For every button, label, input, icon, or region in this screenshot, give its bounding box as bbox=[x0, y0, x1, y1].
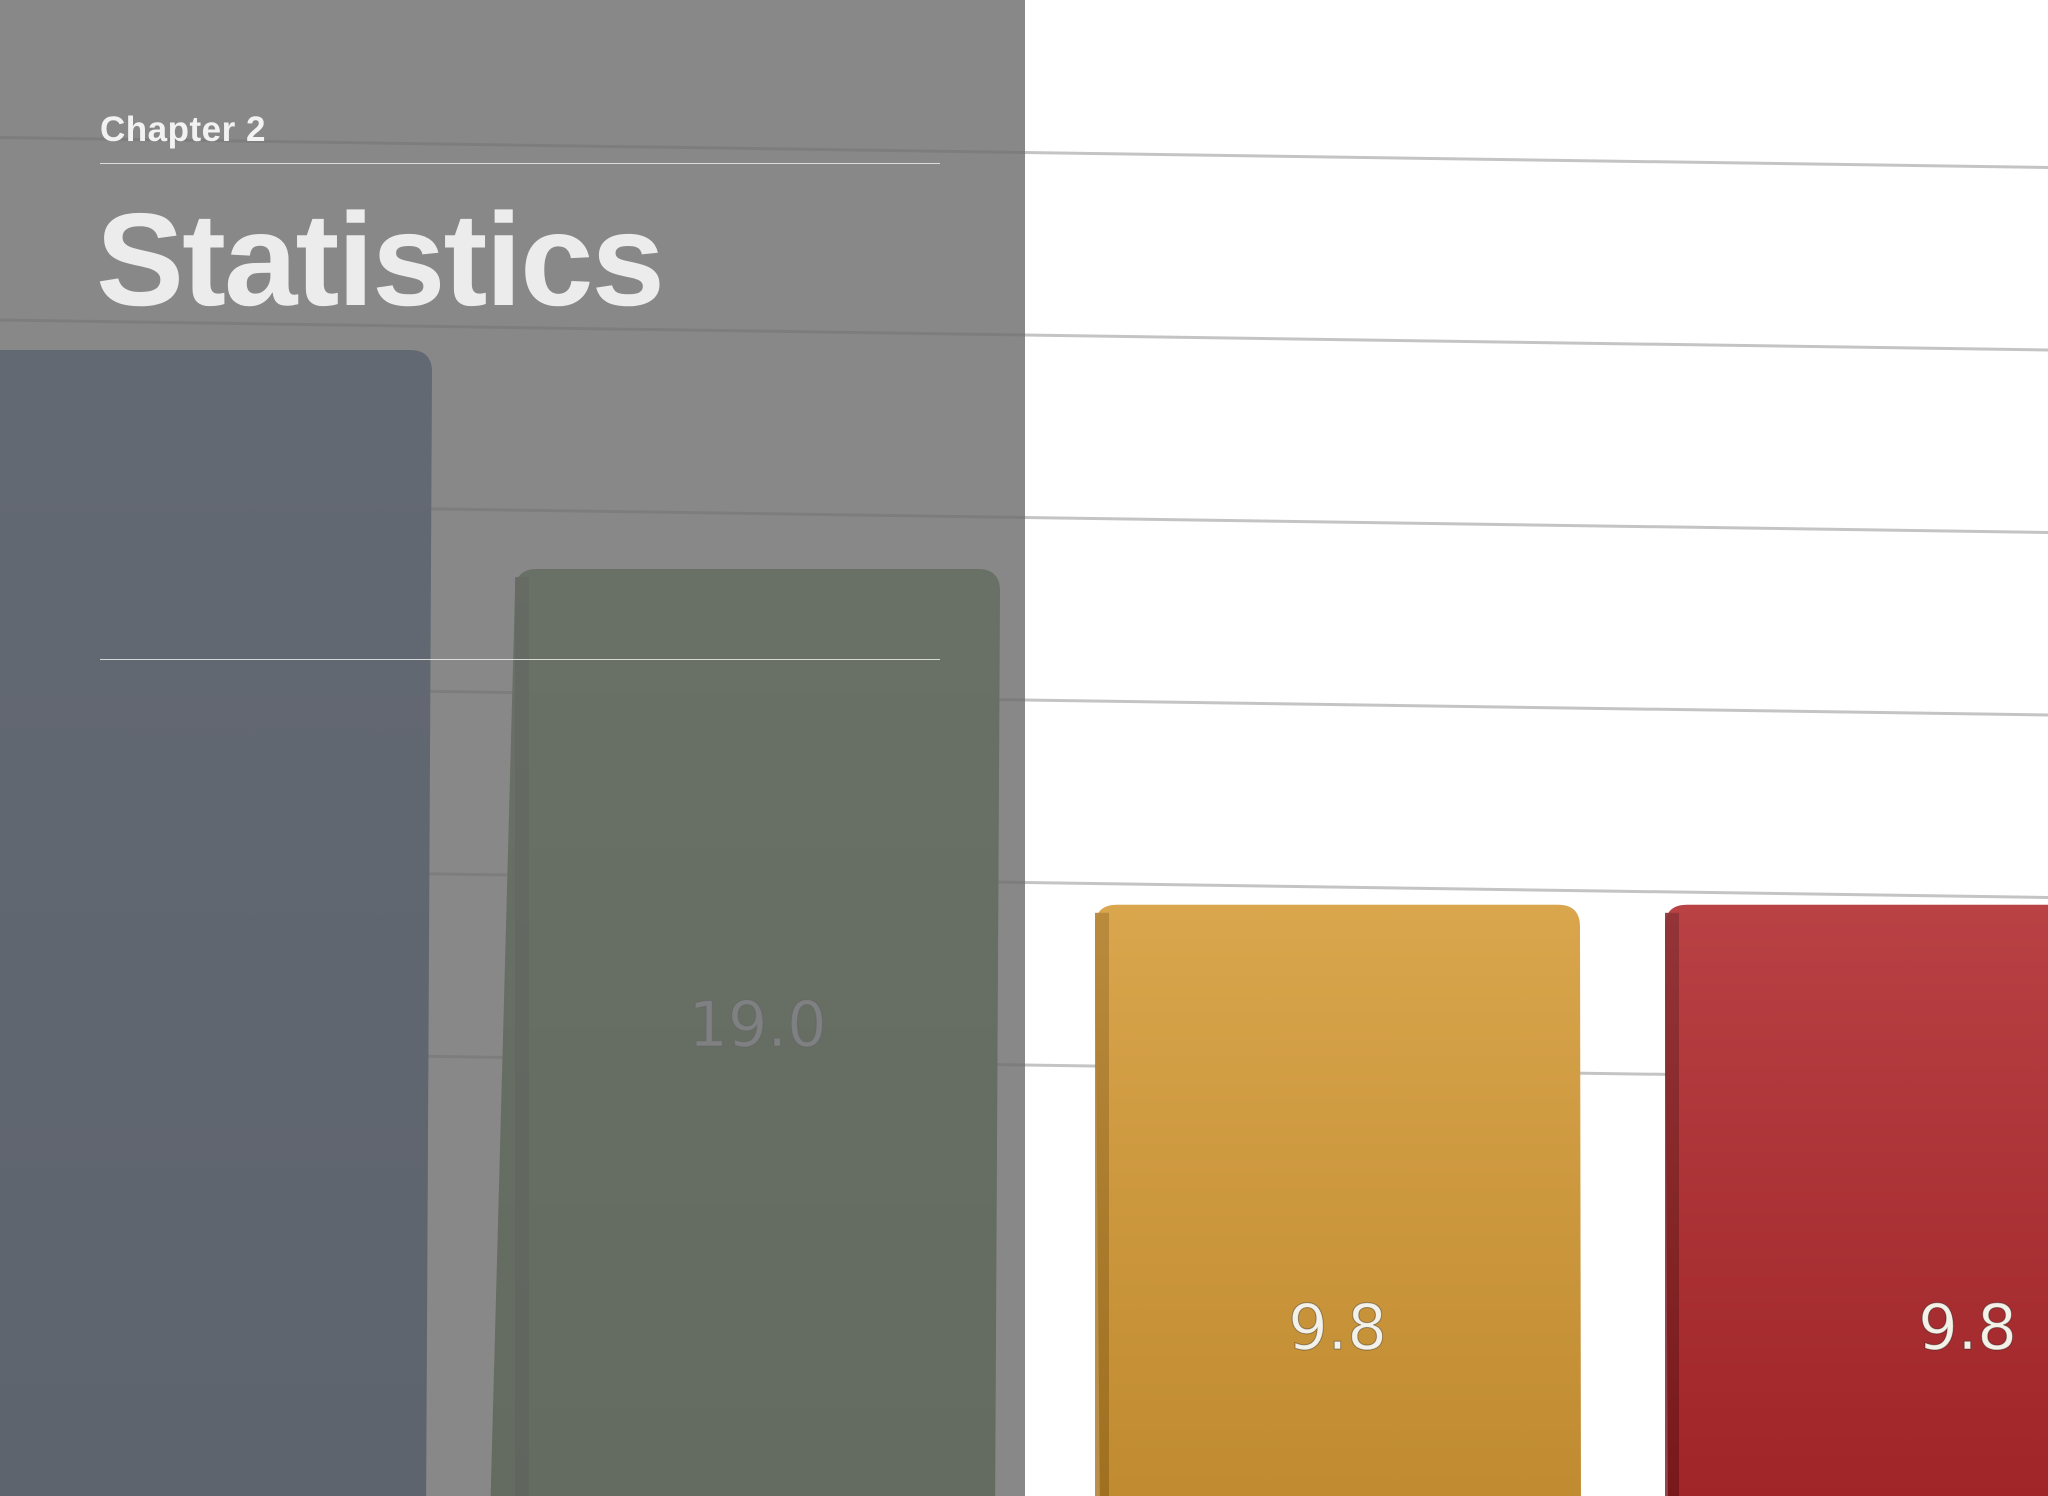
divider-middle bbox=[100, 659, 940, 660]
bar-value-label: 9.8 bbox=[1918, 1291, 2017, 1364]
chapter-label: Chapter 2 bbox=[100, 110, 266, 149]
bar-value-label: 9.8 bbox=[1288, 1291, 1387, 1364]
bar-gloss bbox=[1095, 904, 1581, 1496]
chapter-title: Statistics bbox=[96, 186, 665, 333]
divider-top bbox=[100, 163, 940, 164]
title-panel-overlay bbox=[0, 0, 1025, 1496]
bar-gloss bbox=[1665, 904, 2048, 1496]
